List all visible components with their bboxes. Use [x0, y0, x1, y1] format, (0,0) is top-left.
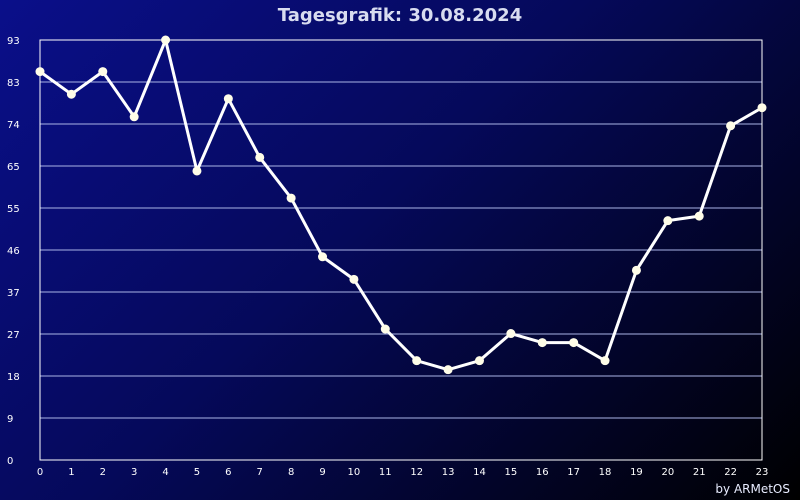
data-point: [694, 211, 704, 221]
data-point: [35, 67, 45, 77]
data-point: [474, 356, 484, 366]
data-point: [318, 252, 328, 262]
y-tick-label: 46: [7, 246, 20, 257]
data-point: [66, 89, 76, 99]
x-tick-label: 23: [756, 467, 769, 478]
data-point: [255, 152, 265, 162]
data-point: [600, 356, 610, 366]
y-tick-label: 65: [7, 162, 20, 173]
x-tick-label: 18: [599, 467, 612, 478]
y-tick-label: 0: [7, 456, 13, 467]
x-tick-label: 4: [162, 467, 168, 478]
data-point: [631, 265, 641, 275]
data-point: [412, 356, 422, 366]
data-point: [98, 67, 108, 77]
x-tick-label: 3: [131, 467, 137, 478]
x-tick-label: 10: [348, 467, 361, 478]
x-tick-label: 7: [257, 467, 263, 478]
data-point: [569, 338, 579, 348]
y-tick-label: 93: [7, 36, 20, 47]
x-tick-label: 16: [536, 467, 549, 478]
credit-label: by ARMetOS: [715, 482, 790, 496]
chart-title: Tagesgrafik: 30.08.2024: [277, 5, 523, 26]
x-tick-label: 2: [100, 467, 106, 478]
data-point: [443, 365, 453, 375]
x-tick-label: 0: [37, 467, 43, 478]
x-tick-label: 11: [379, 467, 392, 478]
x-tick-label: 15: [505, 467, 518, 478]
x-tick-label: 13: [442, 467, 455, 478]
x-tick-label: 1: [68, 467, 74, 478]
y-tick-label: 9: [7, 414, 13, 425]
data-point: [537, 338, 547, 348]
data-point: [223, 94, 233, 104]
grid-lines: [40, 81, 762, 419]
data-point: [129, 112, 139, 122]
x-tick-label: 5: [194, 467, 200, 478]
x-axis-ticks: 0 1 2 3 4 5 6 7 8 9 10 11 12 13 14 15 16 17 18 19 20 21 22 23: [37, 467, 769, 478]
data-point: [161, 35, 171, 45]
y-tick-label: 18: [7, 372, 20, 383]
y-axis-ticks: 0 9 18 27 37 46 55 65 74 83 93: [7, 36, 20, 467]
data-point: [506, 329, 516, 339]
data-point: [192, 166, 202, 176]
data-points: [35, 35, 767, 375]
y-tick-label: 27: [7, 330, 20, 341]
x-tick-label: 19: [630, 467, 643, 478]
y-tick-label: 83: [7, 78, 20, 89]
data-point: [286, 193, 296, 203]
data-point: [380, 324, 390, 334]
data-point: [726, 121, 736, 131]
x-tick-label: 12: [410, 467, 423, 478]
x-tick-label: 14: [473, 467, 486, 478]
plot-frame: [39, 39, 763, 461]
x-tick-label: 22: [724, 467, 737, 478]
x-tick-label: 9: [319, 467, 325, 478]
x-tick-label: 20: [661, 467, 674, 478]
y-tick-label: 55: [7, 204, 20, 215]
y-tick-label: 74: [7, 120, 20, 131]
x-tick-label: 17: [567, 467, 580, 478]
x-tick-label: 6: [225, 467, 231, 478]
data-point: [757, 103, 767, 113]
y-tick-label: 37: [7, 288, 20, 299]
x-tick-label: 8: [288, 467, 294, 478]
data-point: [349, 274, 359, 284]
series-line: [38, 38, 764, 372]
x-tick-label: 21: [693, 467, 706, 478]
data-point: [663, 216, 673, 226]
